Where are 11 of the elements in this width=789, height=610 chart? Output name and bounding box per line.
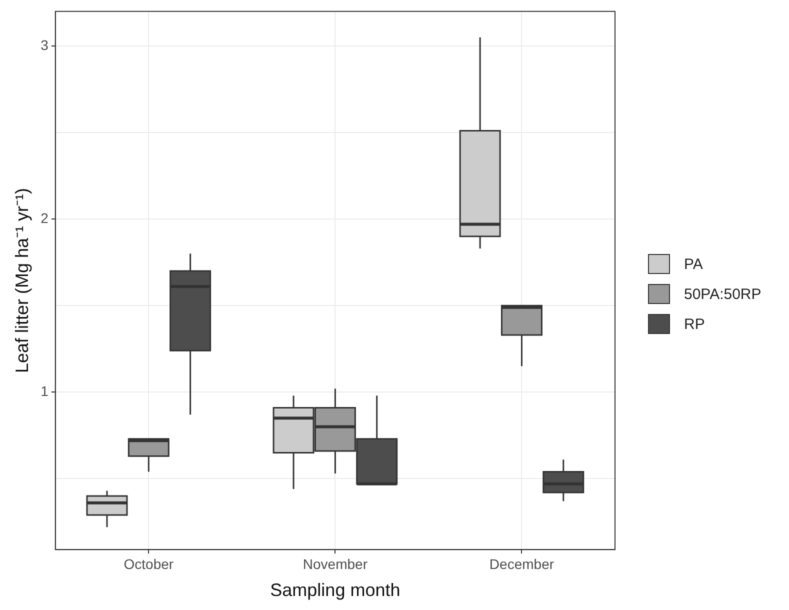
y-tick-label: 3	[40, 36, 49, 53]
x-tick-label: December	[489, 556, 554, 572]
x-axis-title: Sampling month	[270, 580, 400, 600]
x-tick-label: November	[302, 556, 368, 572]
legend-label: PA	[684, 256, 703, 272]
y-axis-title: Leaf litter (Mg ha⁻¹ yr⁻¹)	[12, 188, 32, 374]
legend-label: RP	[684, 316, 705, 332]
y-tick-label: 2	[40, 210, 49, 226]
y-tick-label: 1	[40, 382, 49, 399]
legend-label: 50PA:50RP	[684, 286, 762, 302]
x-tick-label: October	[124, 556, 174, 572]
